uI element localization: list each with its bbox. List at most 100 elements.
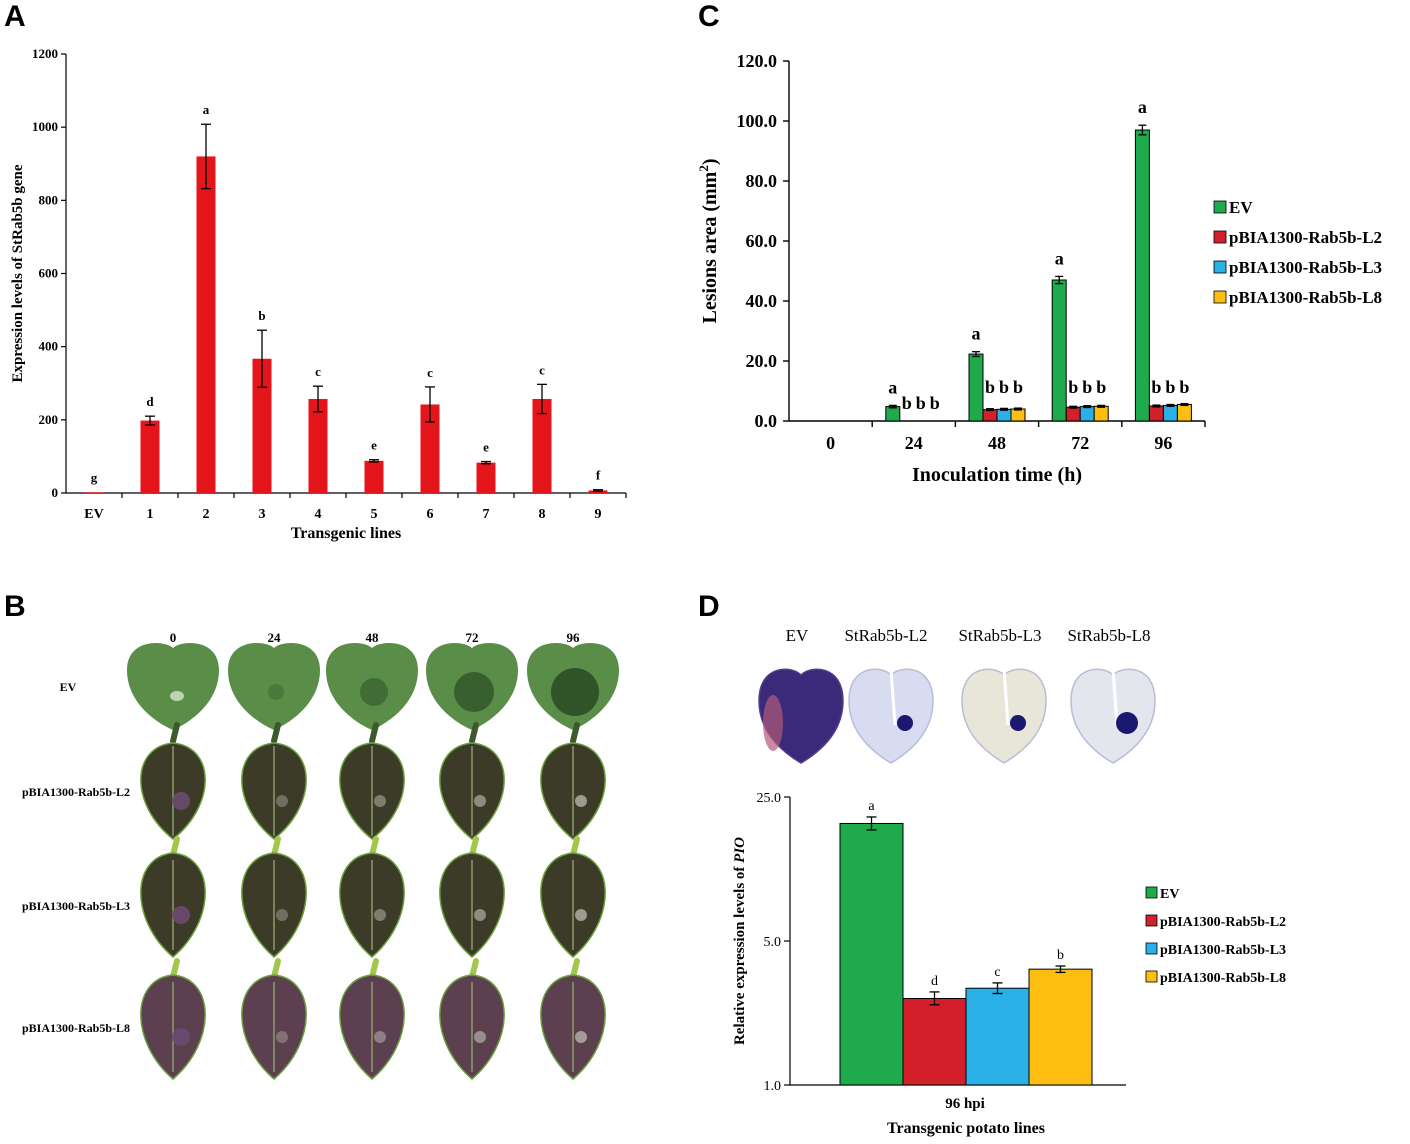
chart-c-significance-letter: b [930,393,940,413]
chart-c-significance-letter: a [972,324,981,344]
chart-d-significance-letter: a [868,799,875,814]
chart-a-bar [476,462,496,493]
stained-leaf-midrib [889,668,897,726]
panel-b-column-label: 0 [170,630,177,645]
chart-d-significance-letter: b [1057,948,1064,963]
transgenic-leaf-spot [374,795,386,807]
chart-c-significance-letter: b [1151,377,1161,397]
chart-c-significance-letter: a [1055,248,1064,268]
transgenic-leaf-spot [276,795,288,807]
ev-leaf-lesion [551,668,599,716]
ev-leaf-lesion [454,672,494,712]
panel-b-column-label: 24 [268,630,282,645]
chart-c-bar [1010,408,1026,422]
chart-a-expression-levels: 0 200 400 600 800 1000 1200 EV g 1 d 2 a 3 b 4 c 5 e 6 c 7 e 8 c… [10,46,627,542]
chart-a-significance-letter: a [203,102,210,117]
chart-a-significance-letter: c [539,362,545,377]
panel-b-row-label: EV [60,680,77,694]
chart-c-y-tick-label: 0.0 [755,411,778,431]
chart-c-y-label-end: ) [699,158,721,165]
chart-c-bar [982,409,998,422]
chart-c-significance-letter: b [1096,377,1106,397]
chart-c-significance-letter: a [888,377,897,397]
ev-leaf-lesion [268,684,284,700]
chart-a-significance-letter: e [483,440,489,455]
chart-a-x-tick-label: 7 [483,507,490,522]
panel-d-photo-label: StRab5b-L8 [1067,626,1150,645]
chart-d-legend-swatch [1145,914,1158,927]
chart-c-legend-label: pBIA1300-Rab5b-L3 [1229,258,1382,277]
panel-d-letter: D [698,590,720,623]
chart-c-x-tick-label: 0 [826,433,835,453]
chart-d-bar [965,987,1030,1086]
chart-c-bar [1065,406,1081,422]
stained-leaf-spot [1010,715,1026,731]
chart-c-y-tick-label: 20.0 [746,351,778,371]
chart-d-y-label: Relative expression levels of PIO [732,837,748,1045]
chart-c-bar [885,406,901,422]
chart-a-bar [252,358,272,493]
transgenic-leaf-spot [575,1031,587,1043]
chart-c-significance-letter: b [916,393,926,413]
chart-c-y-tick-label: 100.0 [737,111,778,131]
ev-leaf-droplet [170,691,184,701]
chart-d-legend-label: pBIA1300-Rab5b-L3 [1160,943,1286,958]
chart-d-bar [902,997,967,1086]
chart-c-legend-label: EV [1229,198,1253,217]
transgenic-leaf-spot [172,906,190,924]
chart-c-bar [1079,406,1095,422]
chart-c-bar [1051,279,1067,422]
panel-d-photo-label: StRab5b-L3 [958,626,1041,645]
chart-d-significance-letter: d [931,974,938,989]
chart-a-x-tick-label: 1 [147,507,154,522]
chart-c-y-tick-label: 40.0 [746,291,778,311]
chart-c-x-tick-label: 72 [1071,433,1089,453]
stained-leaf-image [1070,668,1156,764]
stained-leaf-midrib [1111,668,1119,726]
panel-b-row-label: pBIA1300-Rab5b-L3 [22,899,130,913]
chart-d-x-label: Transgenic potato lines [887,1120,1045,1137]
chart-d-significance-letter: c [994,965,1000,980]
panel-d-stained-leaves: EV StRab5b-L2 StRab5b-L3 StRab5b-L8 [758,626,1156,764]
chart-a-y-tick-label: 1000 [32,119,58,134]
chart-a-significance-letter: e [371,438,377,453]
chart-a-y-tick-label: 1200 [32,46,58,61]
transgenic-leaf-spot [172,792,190,810]
chart-c-legend-swatch [1213,200,1227,214]
chart-a-x-tick-label: EV [84,507,103,522]
chart-a-x-label: Transgenic lines [291,525,401,542]
stained-leaf-spot [897,715,913,731]
panel-a-letter: A [4,0,26,33]
chart-d-x-tick-label: 96 hpi [945,1096,985,1112]
chart-c-x-tick-label: 48 [988,433,1006,453]
panel-c-letter: C [698,0,720,33]
chart-c-x-label: Inoculation time (h) [912,464,1082,486]
transgenic-leaf-spot [474,909,486,921]
chart-d-legend-label: EV [1160,887,1179,902]
chart-a-x-tick-label: 8 [539,507,546,522]
transgenic-leaf-spot [474,1031,486,1043]
leaf-stem-image [170,722,180,744]
chart-d-legend-label: pBIA1300-Rab5b-L8 [1160,971,1286,986]
chart-a-x-tick-label: 4 [315,507,322,522]
chart-a-y-tick-label: 800 [39,192,59,207]
panel-b-row-label: pBIA1300-Rab5b-L8 [22,1021,130,1035]
chart-c-significance-letter: b [1179,377,1189,397]
chart-a-bar [140,420,160,493]
panel-d-photo-label: EV [786,626,809,645]
transgenic-leaf-spot [374,1031,386,1043]
panel-b-leaf-grid: 0 24 48 72 96 EV pBIA1300-Rab5b-L2 pBIA1300-Rab… [22,630,619,1080]
chart-a-significance-letter: d [146,394,154,409]
transgenic-leaf-spot [575,909,587,921]
transgenic-leaf-spot [172,1028,190,1046]
chart-a-y-label: Expression levels of StRab5b gene [10,164,26,382]
panel-b-column-label: 96 [567,630,581,645]
chart-a-bar [308,398,328,493]
leaf-stem-image [469,722,479,744]
panel-d-photo-label: StRab5b-L2 [844,626,927,645]
chart-d-y-tick-label: 5.0 [764,935,782,950]
chart-c-significance-letter: b [1082,377,1092,397]
chart-a-x-tick-label: 2 [203,507,210,522]
chart-c-x-tick-label: 96 [1154,433,1172,453]
